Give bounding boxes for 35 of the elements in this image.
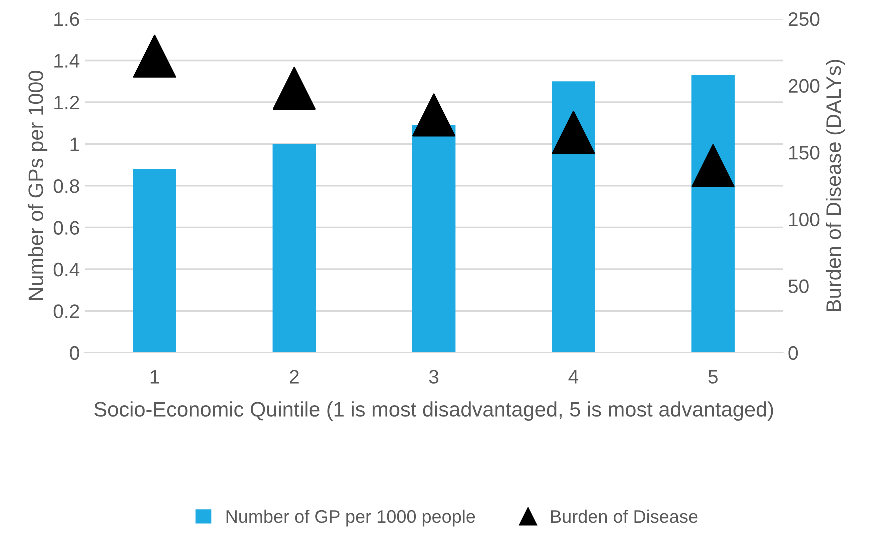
x-tick-label: 5: [708, 370, 718, 384]
bar: [272, 144, 316, 353]
y-tick-label: 0.8: [54, 179, 80, 194]
y2-tick-label: 250: [788, 12, 820, 26]
x-tick-label: 2: [290, 370, 299, 384]
bar: [133, 169, 176, 353]
legend-label: Number of GP per 1000 people: [226, 510, 476, 527]
y-tick-label: 1: [70, 138, 80, 152]
y-tick-label: 1.6: [54, 12, 80, 26]
y2-tick-label: 200: [788, 79, 820, 94]
y2-tick-label: 100: [789, 212, 820, 227]
y-tick-label: 1.2: [54, 96, 80, 110]
point: [412, 94, 456, 137]
y-tick-label: 0.2: [54, 304, 80, 318]
y-tick-label: 0.6: [54, 221, 80, 235]
x-tick-label: 3: [429, 370, 439, 384]
x-tick-label: 4: [568, 370, 579, 384]
legend-label: Burden of Disease: [551, 510, 698, 524]
bar: [692, 75, 735, 353]
y2-tick-label: 150: [789, 146, 820, 160]
y-tick-label: 0.4: [54, 262, 80, 277]
point: [272, 66, 316, 110]
y2-tick-label: 0: [788, 346, 798, 360]
y-tick-label: 0: [70, 346, 80, 360]
point: [133, 34, 176, 78]
y-axis-title: Number of GPs per 1000: [28, 70, 48, 300]
point: [552, 111, 596, 154]
bar: [552, 82, 596, 353]
x-tick-label: 1: [150, 370, 160, 384]
y-tick-label: 1.4: [54, 54, 80, 68]
bar: [412, 125, 456, 353]
y2-axis-title: Burden of Disease (DALYs): [826, 60, 846, 312]
point: [692, 144, 735, 188]
y2-tick-label: 50: [788, 280, 809, 294]
x-axis-title: Socio-Economic Quintile (1 is most disadvantaged, 5 is most advantaged): [94, 402, 774, 422]
